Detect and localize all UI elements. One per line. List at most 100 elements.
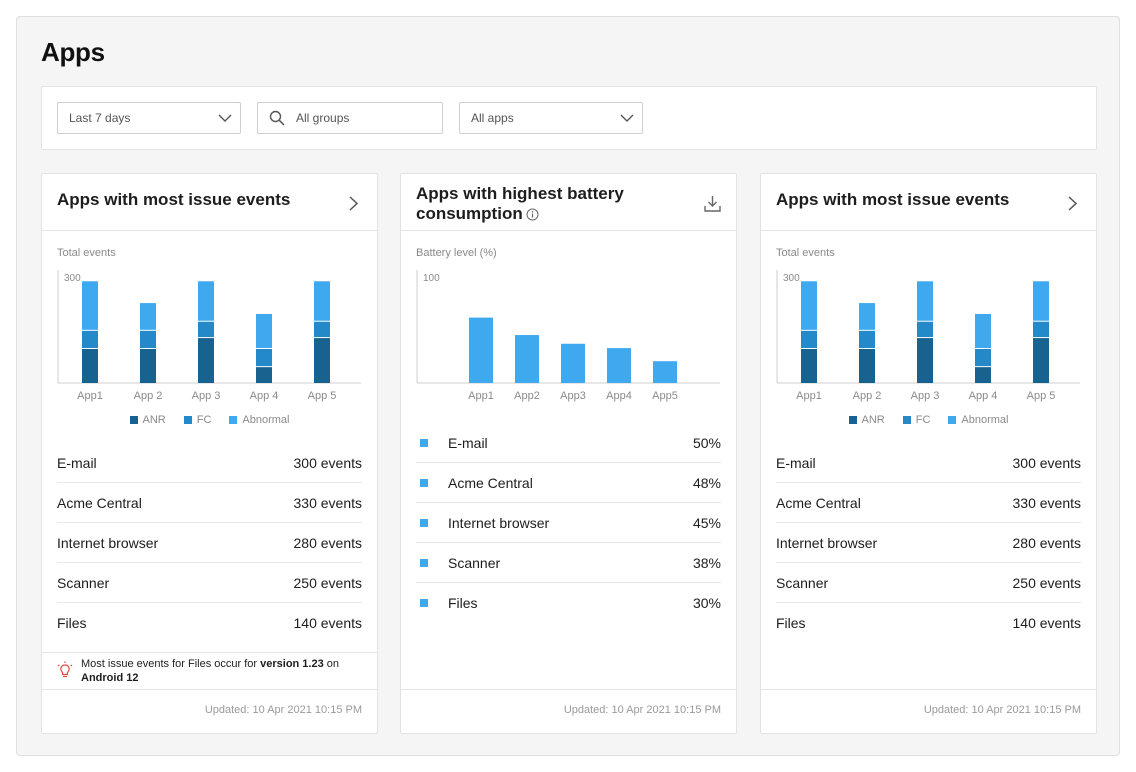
insight-text: Most issue events for Files occur for ve… [81,657,366,685]
x-tick-label: App1 [468,390,494,402]
bar-segment-fc [975,348,991,367]
chart-legend: ANR FC Abnormal [42,414,377,426]
app-value: 300 events [293,454,363,471]
app-value: 280 events [293,534,363,551]
chart-legend: ANR FC Abnormal [761,414,1096,426]
app-value: 250 events [1012,574,1082,591]
x-tick-label: App 5 [1027,390,1056,402]
legend-item-anr: ANR [129,414,166,426]
list-item[interactable]: Acme Central 48% [416,463,721,503]
groups-search-input[interactable]: All groups [257,102,443,134]
chart-axis-title: Battery level (%) [416,247,497,259]
app-list: E-mail 300 events Acme Central 330 events … [776,443,1081,643]
bar-segment-anr [198,337,214,383]
series-bullet [420,558,428,567]
app-name: E-mail [57,454,97,471]
app-value: 38% [692,554,721,571]
bar-segment-anr [1033,337,1049,383]
card-issue-events-2: Apps with most issue events Total events… [760,173,1097,734]
list-item[interactable]: Scanner 38% [416,543,721,583]
bar-segment-anr [140,348,156,383]
list-item[interactable]: Scanner 250 events [776,563,1081,603]
list-item[interactable]: Internet browser 280 events [776,523,1081,563]
bar-segment-anr [314,337,330,383]
bar-segment-fc [801,330,817,349]
y-tick-label: 300 [783,273,800,284]
card-title: Apps with highest battery consumption [416,184,676,226]
period-select-value: Last 7 days [69,111,131,125]
legend-item-anr: ANR [848,414,885,426]
app-name: Scanner [57,574,110,591]
legend-item-abnormal: Abnormal [229,414,289,426]
list-item[interactable]: Scanner 250 events [57,563,362,603]
list-item[interactable]: Internet browser 45% [416,503,721,543]
card-title: Apps with most issue events [776,190,1010,209]
list-item[interactable]: E-mail 50% [416,423,721,463]
chart-axis-title: Total events [776,247,835,259]
issue-events-chart: 300 App1 App 2 App 3 App 4 App 5 [776,270,1080,402]
app-value: 48% [692,474,721,491]
bar-segment-fc [82,330,98,349]
card-title-text: Apps with highest battery consumption [416,184,624,223]
bar-segment-fc [859,330,875,349]
card-battery-consumption: Apps with highest battery consumption Ba… [400,173,737,734]
chevron-right-icon[interactable] [1060,191,1084,215]
x-tick-label: App4 [606,390,632,402]
bar-segment-fc [256,348,272,367]
x-tick-label: App 5 [308,390,337,402]
legend-swatch [948,416,957,424]
apps-select[interactable]: All apps [459,102,643,134]
app-value: 30% [692,595,721,611]
list-item[interactable]: Files 30% [416,583,721,623]
series-bullet [420,518,428,527]
list-item[interactable]: Acme Central 330 events [776,483,1081,523]
bar-segment-abnormal [801,281,817,331]
app-value: 330 events [1012,494,1082,511]
app-value: 140 events [1012,615,1082,631]
y-tick-label: 300 [64,273,81,284]
list-item[interactable]: E-mail 300 events [776,443,1081,483]
legend-swatch [902,416,911,424]
app-name: Acme Central [57,494,142,511]
chevron-right-icon[interactable] [341,191,365,215]
list-item[interactable]: Files 140 events [776,603,1081,643]
list-item[interactable]: Files 140 events [57,603,362,643]
app-name: Acme Central [448,474,533,491]
x-tick-label: App3 [560,390,586,402]
app-value: 300 events [1012,454,1082,471]
bar-segment-fc [1033,321,1049,338]
list-item[interactable]: Acme Central 330 events [57,483,362,523]
app-list: E-mail 300 events Acme Central 330 events … [57,443,362,643]
card-header: Apps with highest battery consumption [401,174,736,231]
lightbulb-icon [57,661,73,683]
bar-segment-abnormal [198,281,214,322]
download-icon[interactable] [700,191,724,215]
app-name: Internet browser [57,534,159,551]
app-name: Scanner [448,554,501,571]
app-name: E-mail [448,434,488,451]
app-name: Scanner [776,574,829,591]
app-name: Acme Central [776,494,861,511]
insight-tip: Most issue events for Files occur for ve… [42,652,377,691]
card-footer: Updated: 10 Apr 2021 10:15 PM [761,689,1096,733]
battery-chart: 100 App1 App2 App3 App4 App5 [416,270,720,402]
series-bullet [420,599,428,607]
info-icon[interactable] [526,206,539,226]
page-title: Apps [41,37,105,67]
app-name: E-mail [776,454,816,471]
x-tick-label: App2 [514,390,540,402]
bar-segment-abnormal [1033,281,1049,322]
bar-segment-abnormal [140,303,156,331]
legend-item-fc: FC [902,414,930,426]
chevron-down-icon [210,114,240,122]
legend-label: ANR [861,414,885,426]
period-select[interactable]: Last 7 days [57,102,241,134]
bar-segment-abnormal [975,313,991,349]
card-title: Apps with most issue events [57,190,291,209]
x-tick-label: App5 [652,390,678,402]
legend-item-fc: FC [183,414,211,426]
card-issue-events-1: Apps with most issue events Total events… [41,173,378,734]
list-item[interactable]: Internet browser 280 events [57,523,362,563]
list-item[interactable]: E-mail 300 events [57,443,362,483]
chart-axis-title: Total events [57,247,116,259]
